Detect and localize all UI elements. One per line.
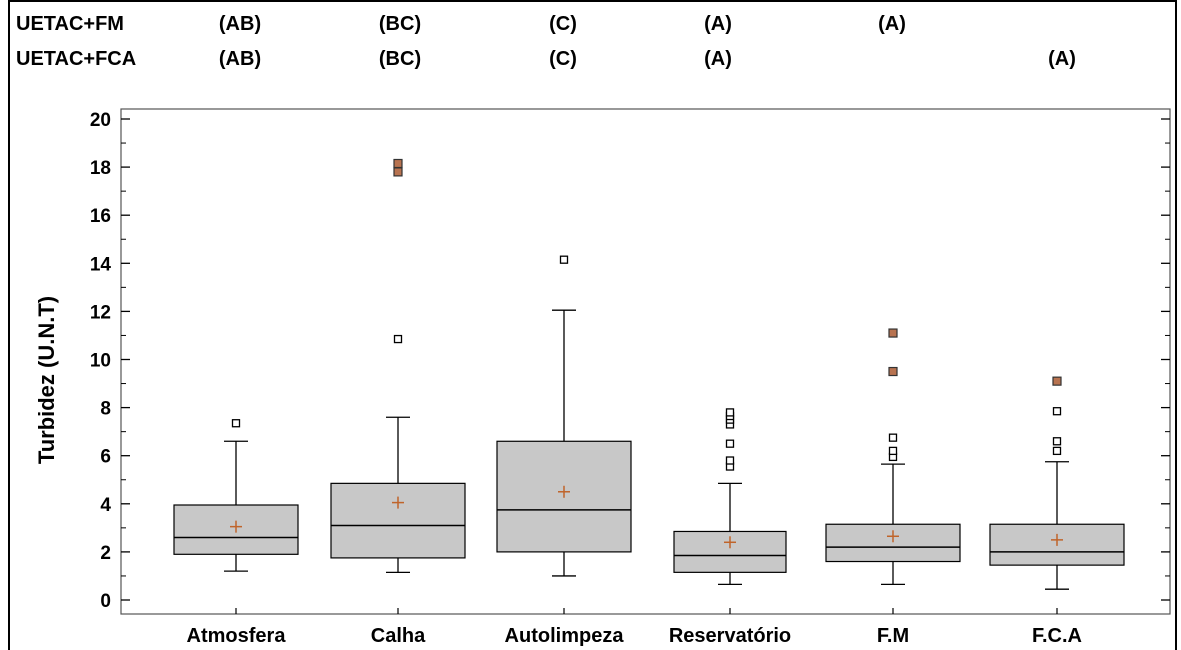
group-letters-header: UETAC+FM (AB) (BC) (C) (A) (A) UETAC+FCA (AB) (B… xyxy=(16,13,1076,70)
outlier-point xyxy=(888,433,898,442)
group-letter: (BC) xyxy=(379,13,421,35)
outlier-point xyxy=(888,446,898,456)
outlier-point xyxy=(725,408,735,417)
far-outlier-point xyxy=(888,366,898,377)
y-tick-label: 8 xyxy=(100,399,111,420)
outlier-point xyxy=(1052,446,1062,456)
group-letter: (C) xyxy=(549,13,577,35)
group-letter: (C) xyxy=(549,48,577,70)
outlier-point xyxy=(393,334,403,344)
y-tick-label: 6 xyxy=(100,447,111,468)
y-tick-label: 16 xyxy=(90,206,111,227)
group-letter: (BC) xyxy=(379,48,421,70)
group-letter: (A) xyxy=(1048,48,1076,70)
box-iqr xyxy=(330,482,466,559)
group-letter: (A) xyxy=(878,13,906,35)
box-series xyxy=(173,158,1125,590)
group-letter: (A) xyxy=(704,13,732,35)
y-tick-label: 14 xyxy=(90,254,112,275)
y-axis-label: Turbidez (U.N.T) xyxy=(34,296,59,464)
y-tick-label: 18 xyxy=(90,158,111,179)
box-iqr xyxy=(825,523,961,563)
outlier-point xyxy=(231,419,241,428)
x-tick-label: F.C.A xyxy=(1032,625,1082,647)
figure-frame xyxy=(8,0,1177,650)
box-atmosfera xyxy=(173,419,299,572)
box-f.c.a xyxy=(989,376,1125,590)
far-outlier-point xyxy=(393,167,403,177)
y-tick-label: 0 xyxy=(100,591,111,612)
outlier-point xyxy=(1052,437,1062,446)
box-autolimpeza xyxy=(496,255,632,577)
y-tick-label: 4 xyxy=(100,495,111,516)
far-outlier-point xyxy=(393,158,403,169)
far-outlier-point xyxy=(888,328,898,338)
y-tick-label: 12 xyxy=(90,302,111,323)
y-axis: 0 2 4 6 8 10 12 14 16 18 20 xyxy=(90,110,1170,612)
x-tick-label: Atmosfera xyxy=(187,625,287,647)
outlier-point xyxy=(559,255,569,264)
box-iqr xyxy=(989,523,1125,566)
outlier-point xyxy=(725,439,735,448)
outlier-point xyxy=(725,456,735,465)
box-reservatório xyxy=(673,408,787,586)
x-axis: Atmosfera Calha Autolimpeza Reservatório F.M… xyxy=(187,608,1082,647)
group-letter: (A) xyxy=(704,48,732,70)
x-tick-label: Autolimpeza xyxy=(505,625,625,647)
group-letter: (AB) xyxy=(219,48,261,70)
group-row-label: UETAC+FM xyxy=(16,13,124,35)
plot-area xyxy=(120,108,1171,615)
far-outlier-point xyxy=(1052,376,1062,386)
box-f.m xyxy=(825,328,961,586)
x-tick-label: Calha xyxy=(371,625,426,647)
y-tick-label: 2 xyxy=(100,543,111,564)
y-tick-label: 20 xyxy=(90,110,111,131)
box-calha xyxy=(330,158,466,573)
y-tick-label: 10 xyxy=(90,351,111,372)
x-tick-label: Reservatório xyxy=(669,625,791,647)
outlier-point xyxy=(1052,407,1062,416)
group-row-label: UETAC+FCA xyxy=(16,48,136,70)
x-tick-label: F.M xyxy=(877,625,909,647)
group-letter: (AB) xyxy=(219,13,261,35)
